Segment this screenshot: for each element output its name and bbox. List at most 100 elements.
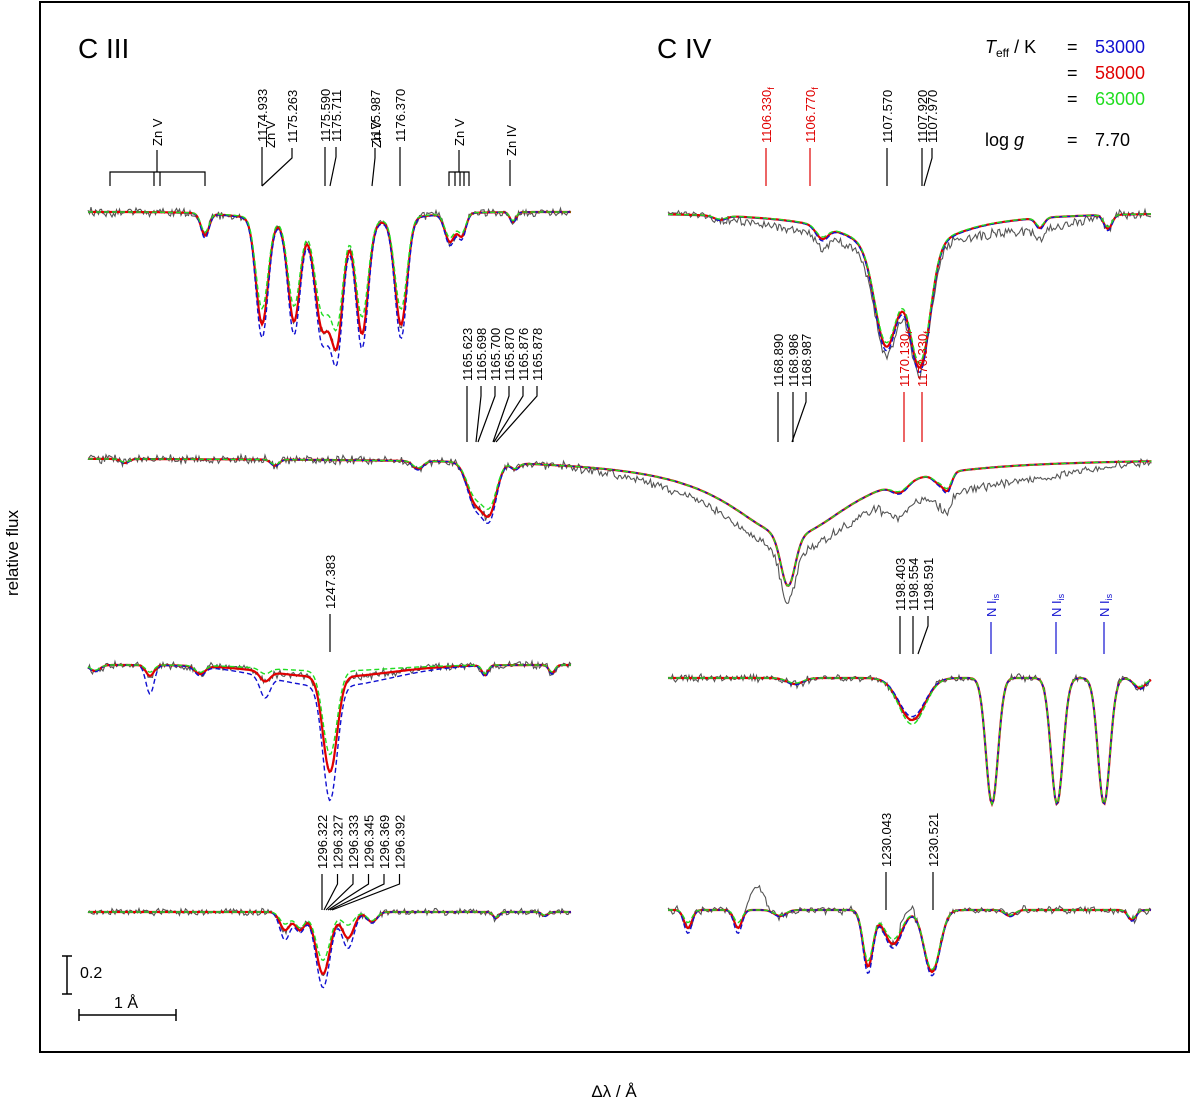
line-id-label: 1107.970 <box>925 90 940 143</box>
model-58000-line <box>87 663 571 774</box>
wavelength-scale-label: 1 Å <box>114 993 138 1012</box>
line-id-label: 1107.570 <box>880 90 895 143</box>
model-63000-line <box>668 909 1151 971</box>
line-id-label: 1165.878 <box>530 328 545 381</box>
model-63000-line <box>88 911 571 961</box>
observed-spectrum-line <box>667 672 1152 807</box>
zn5-bracket-2 <box>448 150 470 186</box>
legend-teff-53000: 53000 <box>1095 37 1145 57</box>
c3-1165-line-1165.698: 1165.698 <box>474 328 489 443</box>
line-id-label: 1165.876 <box>516 328 531 381</box>
c4-1169-line-1168.890: 1168.890 <box>771 334 786 442</box>
c3-1296-line-1296.369: 1296.369 <box>329 815 392 911</box>
c4-1198-line-1198.554: 1198.554 <box>906 558 921 654</box>
panel-c4-1107: 1106.330f 1106.770f 1107.570 1107.9201107.9… <box>667 87 1152 381</box>
c4-1198-line-1198.403: 1198.403 <box>893 558 908 654</box>
n1-interstellar-line-0: N Iis <box>984 593 1001 654</box>
line-id-label: 1296.322 <box>315 815 330 869</box>
line-id-label: 1168.890 <box>771 334 786 387</box>
observed-spectrum-line <box>667 207 1152 381</box>
legend-logg-value: 7.70 <box>1095 130 1130 150</box>
line-id-label: 1175.263 <box>285 90 300 143</box>
line-id-label: 1175.711 <box>329 90 344 142</box>
title-c4: C IV <box>657 33 712 64</box>
line-id-tick <box>261 148 293 187</box>
model-53000-line <box>88 458 1152 587</box>
c3-1296-line-1296.333: 1296.333 <box>325 815 361 911</box>
c4-1230-line-1230.043: 1230.043 <box>879 813 894 910</box>
line-id-label: 1170.330f <box>915 331 932 387</box>
zn-label-2: Zn V <box>369 120 384 148</box>
line-id-label: 1198.554 <box>906 558 921 611</box>
c4-1107-line-1107.570: 1107.570 <box>880 90 895 186</box>
line-id-label: 1174.933 <box>255 89 270 142</box>
scale-bars: 0.2 1 Å <box>62 955 177 1021</box>
line-id-label: N Iis <box>1049 593 1066 617</box>
c3-1165-line-1165.876: 1165.876 <box>493 328 531 443</box>
line-id-label: 1296.369 <box>377 815 392 869</box>
model-63000-line <box>88 458 1152 587</box>
c3-1165-line-1165.623: 1165.623 <box>460 328 475 442</box>
c3-1175-line-1175.590: 1175.590 <box>318 89 333 186</box>
title-c3: C III <box>78 33 129 64</box>
c4-1169-line-1168.986: 1168.986 <box>786 334 801 442</box>
model-63000-line <box>668 677 1152 806</box>
c3-1175-line-1175.711: 1175.711 <box>329 90 344 187</box>
line-id-label: 1106.330f <box>759 87 776 143</box>
line-id-label: 1165.870 <box>502 328 517 381</box>
observed-spectrum-line <box>667 884 1152 972</box>
line-id-tick <box>323 874 339 911</box>
zn-line-brackets: Zn V Zn V Zn V Zn V Zn IV <box>109 118 519 186</box>
c4-1169-line-1170.330: 1170.330f <box>915 331 932 442</box>
c4-1198-line-1198.591: 1198.591 <box>917 558 936 655</box>
c4-1107-line-1106.770: 1106.770f <box>803 87 820 186</box>
line-id-label: 1176.370 <box>393 89 408 142</box>
n1-interstellar-line-1: N Iis <box>1049 593 1066 654</box>
line-id-tick <box>325 874 354 911</box>
line-id-label: 1296.392 <box>393 815 408 869</box>
zn-label-0: Zn V <box>150 118 165 146</box>
line-id-label: 1168.986 <box>786 334 801 387</box>
line-id-label: 1230.043 <box>879 813 894 867</box>
line-id-label: 1165.698 <box>474 328 489 381</box>
line-id-tick <box>477 386 496 443</box>
model-58000-line <box>668 676 1152 808</box>
line-id-tick <box>371 148 376 187</box>
line-id-label: 1198.591 <box>921 558 936 611</box>
model-53000-line <box>87 664 571 802</box>
legend-teff-58000: 58000 <box>1095 63 1145 83</box>
line-id-label: 1230.521 <box>926 813 941 867</box>
line-id-label: 1247.383 <box>323 555 338 609</box>
line-id-label: 1170.130f <box>897 331 914 387</box>
line-id-tick <box>331 874 401 911</box>
line-id-label: 1107.920 <box>915 90 930 143</box>
line-id-tick <box>791 392 807 443</box>
zn-label-1: Zn V <box>263 120 278 148</box>
c3-1247-line-1247.383: 1247.383 <box>323 555 338 652</box>
zn-label-4: Zn IV <box>504 125 519 156</box>
zn5-bracket-1 <box>109 150 206 186</box>
legend-logg-label: log g <box>985 130 1024 150</box>
line-id-tick <box>475 386 482 443</box>
model-63000-line <box>87 664 571 756</box>
model-53000-line <box>668 677 1152 806</box>
line-id-tick <box>492 386 510 443</box>
legend-teff-63000: 63000 <box>1095 89 1145 109</box>
line-id-label: 1175.987 <box>368 90 383 143</box>
c3-1175-line-1176.370: 1176.370 <box>393 89 408 186</box>
n1-interstellar-line-2: N Iis <box>1097 593 1114 654</box>
c4-1107-line-1107.920: 1107.920 <box>915 90 930 186</box>
legend-eq-3: = <box>1067 89 1078 109</box>
legend-eq-2: = <box>1067 63 1078 83</box>
line-id-label: 1175.590 <box>318 89 333 142</box>
observed-spectrum-line <box>87 452 1152 605</box>
model-63000-line <box>667 213 1151 364</box>
line-id-tick <box>329 874 385 911</box>
line-id-tick <box>329 147 337 187</box>
legend-eq-1: = <box>1067 37 1078 57</box>
legend-teff-label: Teff / K <box>985 37 1036 60</box>
